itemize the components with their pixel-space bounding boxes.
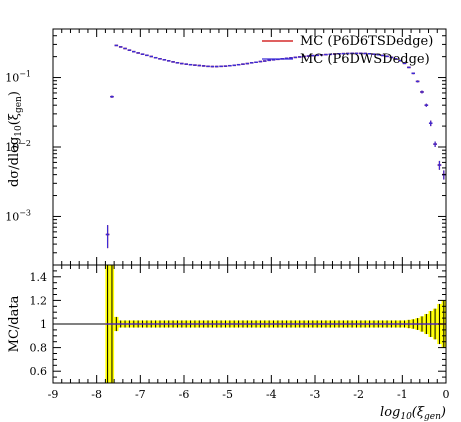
x-tick-label: 0 bbox=[443, 388, 450, 401]
x-tick-label: -3 bbox=[310, 388, 321, 401]
top-y-ticks: 10−3 10−2 10−1 bbox=[5, 28, 446, 266]
ratio-y-tick-label: 0.8 bbox=[30, 342, 48, 355]
x-tick-label: -8 bbox=[91, 388, 102, 401]
x-tick-label: -6 bbox=[179, 388, 190, 401]
top-y-tick-label: 10−1 bbox=[5, 70, 31, 85]
ratio-y-axis-label: MC/data bbox=[7, 295, 22, 352]
legend-label-series-1: MC (P6D6TSDedge) bbox=[300, 34, 433, 49]
x-tick-label: -1 bbox=[397, 388, 408, 401]
x-tick-label: -4 bbox=[266, 388, 277, 401]
ratio-y-tick-label: 1 bbox=[40, 318, 47, 331]
x-axis-label: log10(ξgen) bbox=[380, 405, 446, 422]
top-y-tick-label: 10−2 bbox=[5, 139, 31, 154]
ratio-y-ticks: 0.6 0.8 1 1.2 1.4 bbox=[30, 264, 446, 384]
x-tick-label: -5 bbox=[222, 388, 233, 401]
ratio-y-tick-label: 1.2 bbox=[30, 294, 48, 307]
ratio-y-tick-label: 0.6 bbox=[30, 365, 48, 378]
top-series-marks bbox=[105, 44, 446, 236]
top-y-axis-label: dσ/dlog10(ξgen) bbox=[7, 91, 24, 187]
ratio-panel: -9 -8 -7 -6 -5 -4 -3 -2 -1 0 0.6 0.8 1 1.2 1.4 MC/dat… bbox=[7, 264, 450, 422]
ratio-x-ticks: -9 -8 -7 -6 -5 -4 -3 -2 -1 0 bbox=[48, 265, 450, 401]
x-tick-label: -7 bbox=[135, 388, 146, 401]
legend-label-series-2: MC (P6DWSDedge) bbox=[300, 52, 430, 67]
ratio-y-tick-label: 1.4 bbox=[30, 271, 48, 284]
x-tick-label: -2 bbox=[353, 388, 364, 401]
top-panel: 10−3 10−2 10−1 dσ/dlog10(ξgen) MC (P6D6TSD… bbox=[5, 28, 447, 266]
legend: MC (P6D6TSDedge) MC (P6DWSDedge) bbox=[262, 34, 433, 67]
x-tick-label: -9 bbox=[48, 388, 59, 401]
top-y-tick-label: 10−3 bbox=[5, 208, 31, 223]
